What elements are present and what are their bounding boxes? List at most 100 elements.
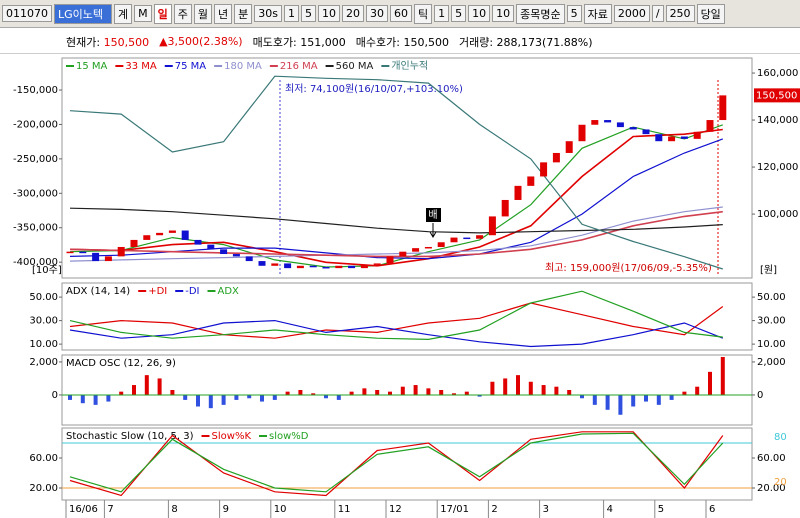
input[interactable]: 10 bbox=[492, 5, 515, 22]
y2-tick-label: 160,000 bbox=[757, 68, 798, 79]
candle bbox=[668, 136, 676, 142]
input[interactable]: 5 bbox=[566, 5, 582, 22]
x-tick-label: 11 bbox=[338, 504, 351, 515]
button[interactable]: 20 bbox=[341, 5, 364, 22]
candle bbox=[296, 265, 304, 269]
x-tick-label: 9 bbox=[223, 504, 229, 515]
osc-bar bbox=[528, 381, 533, 395]
button[interactable]: 월 bbox=[193, 3, 212, 24]
y-tick-label: 20.00 bbox=[29, 483, 58, 494]
candle bbox=[335, 265, 343, 269]
panel-frame bbox=[61, 57, 753, 279]
price-label: 150,500 bbox=[756, 90, 797, 101]
button[interactable]: 년 bbox=[214, 3, 233, 24]
candle bbox=[66, 251, 74, 254]
candle bbox=[629, 127, 637, 130]
candle bbox=[424, 246, 432, 249]
x-tick-label: 17/01 bbox=[440, 504, 469, 515]
info-item: 매수호가: 150,500 bbox=[356, 34, 449, 50]
candle bbox=[488, 216, 496, 236]
info-label: 매도호가: bbox=[252, 35, 297, 49]
y-tick-label: -300,000 bbox=[13, 188, 58, 199]
button[interactable]: 일 bbox=[153, 3, 172, 24]
candle bbox=[680, 136, 688, 139]
series-line bbox=[69, 302, 724, 339]
button[interactable]: M bbox=[134, 5, 152, 22]
info-label: 거래량: bbox=[458, 35, 494, 49]
series-line bbox=[69, 431, 724, 497]
input[interactable]: 250 bbox=[665, 5, 695, 22]
candle bbox=[450, 237, 458, 243]
candle bbox=[194, 239, 202, 245]
code-input[interactable]: 011070 bbox=[2, 5, 52, 22]
legend-label: 15 MA bbox=[76, 61, 108, 72]
osc-bar bbox=[720, 356, 725, 395]
osc-bar bbox=[311, 393, 316, 395]
series-line bbox=[69, 128, 723, 267]
button[interactable]: 10 bbox=[317, 5, 340, 22]
candle bbox=[604, 120, 612, 123]
candle bbox=[565, 141, 573, 153]
candle bbox=[437, 242, 445, 247]
legend-label: -DI bbox=[185, 286, 199, 297]
legend-label: 180 MA bbox=[224, 61, 262, 72]
series-line bbox=[69, 319, 724, 348]
y-tick-label: 30.00 bbox=[29, 316, 58, 327]
high-annotation: 최고: 159,000원(17/06/09,-5.35%) bbox=[545, 262, 712, 274]
button[interactable]: 30 bbox=[365, 5, 388, 22]
ref-label: 20 bbox=[774, 477, 787, 488]
series-line bbox=[69, 432, 724, 493]
ref-label: 80 bbox=[774, 432, 787, 443]
info-value: 288,173(71.88%) bbox=[496, 35, 593, 49]
candle bbox=[540, 162, 548, 177]
osc-bar bbox=[541, 385, 546, 395]
series-line bbox=[69, 206, 723, 262]
button[interactable]: 5 bbox=[451, 5, 467, 22]
candle bbox=[143, 235, 151, 240]
osc-bar bbox=[362, 388, 367, 395]
dropdown[interactable]: 2000 bbox=[613, 5, 650, 22]
candle bbox=[117, 246, 125, 257]
osc-bar bbox=[516, 375, 520, 395]
checkbox[interactable]: 당일 bbox=[696, 3, 725, 24]
y2-tick-label: 60.00 bbox=[757, 453, 786, 464]
button[interactable]: 주 bbox=[173, 3, 192, 24]
stock-name[interactable]: LG이노텍 bbox=[54, 3, 112, 24]
osc-bar bbox=[656, 394, 661, 405]
button[interactable]: 틱 bbox=[413, 3, 433, 24]
x-tick-label: 12 bbox=[389, 504, 402, 515]
osc-bar bbox=[439, 390, 444, 395]
osc-bar bbox=[234, 394, 239, 400]
x-tick-label: 3 bbox=[543, 504, 549, 515]
osc-bar bbox=[183, 394, 188, 400]
button[interactable]: 5 bbox=[300, 5, 316, 22]
y2-tick-label: 140,000 bbox=[757, 115, 798, 126]
input[interactable]: 60 bbox=[389, 5, 412, 22]
candle bbox=[578, 124, 586, 142]
x-tick-label: 6 bbox=[709, 504, 715, 515]
panel-frame bbox=[61, 282, 753, 351]
button[interactable]: 30s bbox=[254, 5, 282, 22]
button[interactable]: 1 bbox=[434, 5, 450, 22]
candle bbox=[706, 120, 714, 132]
x-tick-label: 4 bbox=[607, 504, 613, 515]
candle bbox=[348, 265, 356, 269]
button[interactable]: 10 bbox=[468, 5, 491, 22]
info-value: 151,000 bbox=[300, 35, 346, 49]
x-tick-label: 5 bbox=[658, 504, 664, 515]
panel-title: MACD OSC (12, 26, 9) bbox=[66, 358, 176, 369]
candle bbox=[156, 232, 164, 236]
x-tick-label: 10 bbox=[274, 504, 287, 515]
dropdown[interactable]: 종목명순 bbox=[516, 3, 565, 24]
button[interactable]: 분 bbox=[234, 3, 253, 24]
button[interactable]: 계 bbox=[114, 3, 133, 24]
osc-bar bbox=[80, 394, 85, 404]
osc-bar bbox=[157, 378, 162, 395]
label: 자료 bbox=[583, 3, 612, 24]
osc-bar bbox=[413, 385, 418, 395]
info-value: 150,500 bbox=[403, 35, 449, 49]
osc-bar bbox=[503, 378, 508, 395]
osc-bar bbox=[695, 386, 700, 395]
button[interactable]: 1 bbox=[283, 5, 299, 22]
